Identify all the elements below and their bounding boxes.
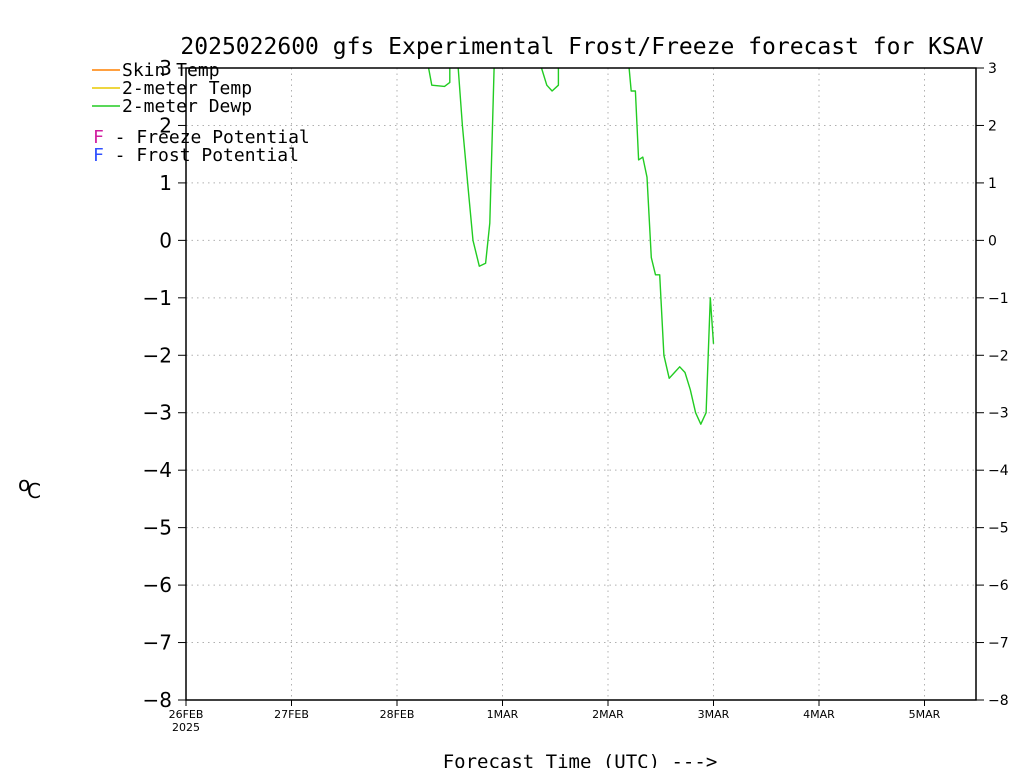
y-tick-label-right: −4 bbox=[988, 463, 1009, 479]
y-tick-label-left: −4 bbox=[143, 458, 172, 482]
x-tick-label: 4MAR bbox=[803, 708, 835, 721]
degree-sign: o bbox=[18, 472, 30, 496]
legend-label: Skin Temp bbox=[122, 60, 220, 81]
x-tick-label: 3MAR bbox=[698, 708, 730, 721]
y-tick-label-right: 0 bbox=[988, 233, 997, 249]
y-tick-label-left: 2 bbox=[159, 113, 172, 137]
potential-text: - Frost Potential bbox=[104, 145, 299, 166]
potential-legend-item: F - Freeze Potential bbox=[93, 127, 310, 148]
dewpoint-line bbox=[427, 67, 451, 88]
y-tick-label-left: 1 bbox=[159, 171, 172, 195]
potential-legend-item: F - Frost Potential bbox=[93, 145, 299, 166]
x-tick-sublabel: 2025 bbox=[172, 721, 200, 734]
x-tick-label: 27FEB bbox=[274, 708, 309, 721]
y-axis-left: 3 2 1 0 −1 −2 −3 −4 −5 −6 −7 −8 bbox=[143, 56, 186, 712]
y-tick-label-right: −7 bbox=[988, 636, 1009, 652]
y-tick-label-left: −6 bbox=[143, 573, 172, 597]
y-tick-label-left: −2 bbox=[143, 343, 172, 367]
y-axis-unit: o C bbox=[18, 472, 41, 503]
y-tick-label-right: −5 bbox=[988, 521, 1009, 537]
y-tick-label-right: 1 bbox=[988, 176, 997, 192]
y-tick-label-left: −5 bbox=[143, 516, 172, 540]
legend-label: 2-meter Dewp bbox=[122, 96, 252, 117]
x-tick-label: 2MAR bbox=[592, 708, 624, 721]
x-tick-label: 5MAR bbox=[909, 708, 941, 721]
legend-label: 2-meter Temp bbox=[122, 78, 252, 99]
x-tick-label: 28FEB bbox=[380, 708, 415, 721]
y-tick-label-left: 0 bbox=[159, 228, 172, 252]
x-tick-label: 26FEB bbox=[169, 708, 204, 721]
y-tick-label-right: 2 bbox=[988, 118, 997, 134]
y-tick-label-right: −3 bbox=[988, 406, 1009, 422]
x-axis-label: Forecast Time (UTC) ---> bbox=[443, 751, 718, 768]
potential-text: - Freeze Potential bbox=[104, 127, 310, 148]
y-tick-label-left: −3 bbox=[143, 401, 172, 425]
y-tick-label-left: 3 bbox=[159, 56, 172, 80]
plot-frame bbox=[185, 67, 977, 701]
series-layer bbox=[427, 67, 715, 425]
y-tick-label-left: −7 bbox=[143, 631, 172, 655]
y-tick-label-right: −6 bbox=[988, 578, 1009, 594]
chart-title: 2025022600 gfs Experimental Frost/Freeze… bbox=[180, 34, 983, 60]
x-tick-label: 1MAR bbox=[487, 708, 519, 721]
dewpoint-line bbox=[540, 67, 560, 92]
y-tick-label-right: 3 bbox=[988, 61, 997, 77]
y-axis-right: 3 2 1 0 −1 −2 −3 −4 −5 −6 −7 −8 bbox=[976, 61, 1009, 709]
y-tick-label-left: −8 bbox=[143, 688, 172, 712]
potential-symbol: F bbox=[93, 127, 104, 148]
y-tick-label-right: −2 bbox=[988, 348, 1009, 364]
y-tick-label-left: −1 bbox=[143, 286, 172, 310]
y-tick-label-right: −1 bbox=[988, 291, 1009, 307]
dewpoint-line bbox=[628, 67, 715, 425]
dewpoint-line bbox=[457, 67, 495, 267]
gridlines bbox=[186, 68, 976, 700]
y-tick-label-right: −8 bbox=[988, 693, 1009, 709]
potential-symbol: F bbox=[93, 145, 104, 166]
unit-celsius: C bbox=[27, 479, 41, 503]
